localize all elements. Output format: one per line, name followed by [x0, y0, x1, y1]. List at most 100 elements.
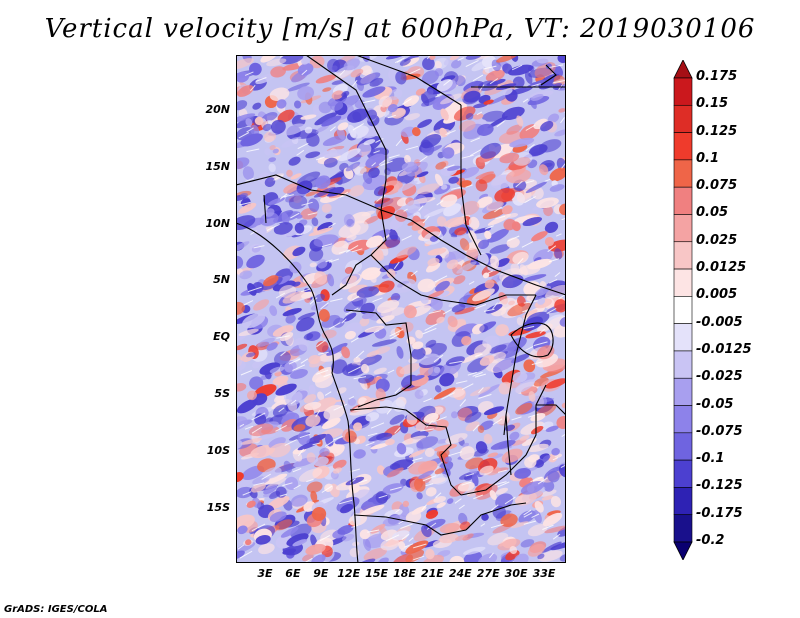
colorbar-segment [673, 405, 693, 434]
velocity-streak [537, 477, 548, 485]
velocity-cell [349, 220, 369, 235]
velocity-streak [472, 371, 483, 377]
velocity-cell [281, 136, 302, 148]
grads-credit: GrADS: IGES/COLA [4, 604, 108, 615]
velocity-cell [516, 317, 524, 326]
velocity-cell [435, 161, 447, 170]
velocity-cell [339, 503, 354, 514]
velocity-streak [251, 412, 266, 421]
velocity-cell [378, 95, 393, 108]
velocity-streak [419, 155, 428, 163]
velocity-streak [479, 84, 485, 91]
velocity-cell [236, 478, 254, 489]
velocity-cell [527, 523, 548, 537]
velocity-cell [487, 532, 509, 546]
velocity-cell [386, 268, 396, 279]
velocity-streak [497, 481, 510, 488]
velocity-streak [301, 288, 312, 293]
velocity-streak [434, 275, 448, 283]
velocity-streak [332, 435, 343, 441]
velocity-cell [315, 74, 337, 84]
velocity-cell [492, 505, 506, 519]
velocity-cell [360, 354, 382, 367]
velocity-streak [253, 245, 265, 249]
velocity-cell [542, 512, 563, 527]
velocity-streak [365, 441, 375, 446]
velocity-cell [281, 123, 306, 136]
velocity-cell [373, 367, 387, 375]
velocity-cell [310, 302, 329, 311]
velocity-streak [330, 298, 343, 302]
velocity-cell [434, 60, 442, 69]
lake-victoria [510, 322, 554, 358]
velocity-cell [556, 157, 566, 171]
velocity-cell [434, 67, 444, 77]
velocity-cell [236, 100, 248, 111]
velocity-cell [239, 193, 248, 198]
velocity-cell [398, 541, 406, 550]
velocity-streak [275, 292, 286, 299]
velocity-cell [286, 169, 293, 177]
velocity-cell [414, 389, 424, 399]
velocity-streak [476, 111, 483, 116]
velocity-cell [264, 370, 272, 380]
colorbar-label: -0.025 [696, 369, 743, 385]
velocity-streak [246, 148, 260, 153]
velocity-cell [557, 55, 566, 63]
border-car-north [380, 209, 566, 296]
velocity-cell [311, 507, 327, 521]
velocity-cell [442, 147, 455, 159]
velocity-cell [496, 257, 510, 268]
velocity-cell [264, 208, 275, 217]
velocity-cell [236, 486, 254, 499]
velocity-cell [388, 88, 403, 100]
velocity-cell [364, 397, 381, 411]
velocity-cell [252, 361, 261, 369]
velocity-cell [516, 190, 532, 203]
velocity-cell [356, 286, 380, 298]
velocity-streak [250, 230, 257, 235]
velocity-cell [276, 99, 287, 109]
velocity-cell [473, 343, 492, 357]
velocity-cell [416, 171, 429, 178]
velocity-cell [371, 339, 397, 347]
velocity-cell [247, 283, 257, 296]
velocity-streak [386, 407, 393, 415]
velocity-cell [520, 421, 545, 435]
velocity-cell [463, 90, 481, 103]
velocity-streak [396, 59, 403, 63]
velocity-cell [348, 482, 360, 494]
velocity-cell [248, 423, 274, 437]
velocity-streak [387, 114, 396, 119]
velocity-streak [312, 442, 321, 446]
velocity-cell [331, 90, 344, 100]
velocity-cell [485, 69, 505, 82]
velocity-streak [355, 350, 365, 359]
velocity-cell [440, 194, 458, 208]
velocity-cell [475, 179, 488, 192]
velocity-streak [280, 351, 286, 357]
velocity-cell [387, 103, 398, 113]
velocity-streak [435, 492, 442, 499]
velocity-streak [422, 215, 430, 224]
velocity-cell [341, 346, 351, 359]
velocity-cell [492, 357, 517, 373]
velocity-cell [425, 487, 437, 497]
velocity-streak [300, 358, 309, 364]
map-frame [236, 55, 566, 563]
velocity-cell [545, 63, 552, 70]
velocity-cell [236, 58, 254, 70]
velocity-cell [477, 80, 498, 91]
velocity-cell [540, 489, 557, 497]
velocity-cell [294, 222, 305, 234]
velocity-cell [385, 234, 401, 248]
velocity-cell [411, 221, 426, 231]
velocity-streak [490, 523, 504, 529]
velocity-streak [488, 270, 494, 274]
velocity-cell [325, 187, 345, 197]
velocity-cell [528, 391, 536, 402]
velocity-cell [304, 126, 313, 134]
velocity-streak [489, 552, 494, 559]
velocity-cell [519, 264, 528, 276]
velocity-streak [378, 159, 386, 166]
